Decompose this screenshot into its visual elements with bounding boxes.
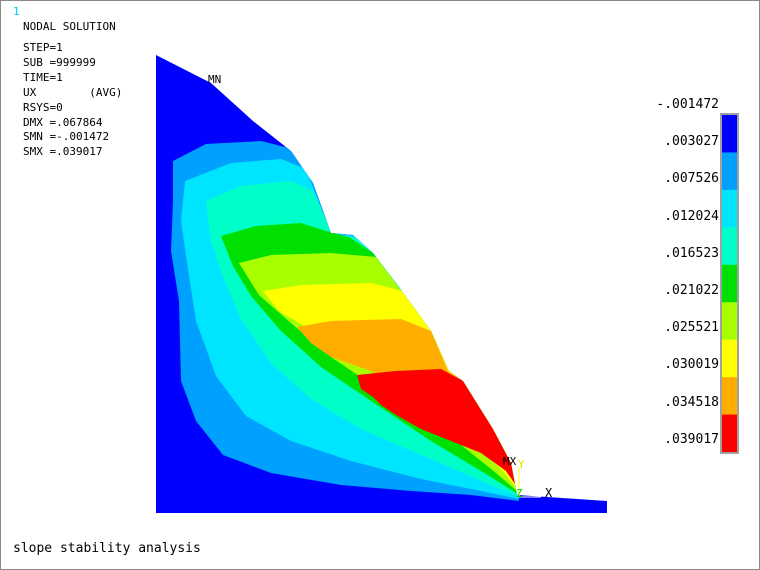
info-dmx: DMX =.067864 [23, 115, 103, 129]
legend-value: .021022 [664, 283, 719, 298]
legend-value: .034518 [664, 394, 719, 410]
legend-swatch [722, 227, 737, 266]
legend-value: .039017 [664, 431, 719, 447]
legend-value: .003027 [664, 134, 719, 150]
solution-info: STEP=1 SUB =999999 TIME=1 UX (AVG) RSYS=… [23, 41, 122, 160]
legend-value: -.001472 [656, 97, 719, 112]
contour-bands [156, 55, 607, 513]
info-sub: SUB =999999 [23, 55, 96, 69]
info-result-item: UX (AVG) [23, 85, 123, 99]
legend-swatch [722, 264, 737, 303]
legend-value: .007526 [664, 171, 719, 187]
legend-frame [720, 113, 739, 454]
legend-color-bar [720, 113, 739, 454]
legend-swatch [722, 339, 737, 378]
info-step: STEP=1 [23, 41, 63, 54]
coordinate-triad: Y Z X [516, 458, 553, 500]
legend-swatch [722, 152, 737, 191]
triad-y-label: Y [518, 458, 525, 471]
legend-swatch [722, 115, 737, 153]
band-level-9 [357, 369, 517, 487]
legend-swatch [722, 302, 737, 341]
band-level-8 [297, 319, 519, 489]
legend-swatch [722, 414, 737, 453]
info-time: TIME=1 [23, 70, 63, 84]
min-marker: MN [208, 73, 221, 86]
triad-x-label: X [545, 486, 553, 500]
legend-value: .012024 [664, 208, 719, 224]
legend-swatch [722, 189, 737, 228]
max-marker: MX [503, 455, 517, 468]
plot-title: NODAL SOLUTION [23, 20, 116, 33]
info-smn: SMN =-.001472 [23, 130, 110, 144]
window-number: 1 [13, 5, 20, 18]
info-smx: SMX =.039017 [23, 145, 103, 159]
legend-value: .030019 [664, 357, 719, 373]
legend-swatch [722, 377, 737, 416]
triad-z-label: Z [516, 487, 523, 500]
info-rsys: RSYS=0 [23, 100, 63, 114]
plot-caption: slope stability analysis [13, 541, 201, 556]
legend-value: .025521 [664, 320, 719, 336]
legend-value: .016523 [664, 245, 719, 261]
